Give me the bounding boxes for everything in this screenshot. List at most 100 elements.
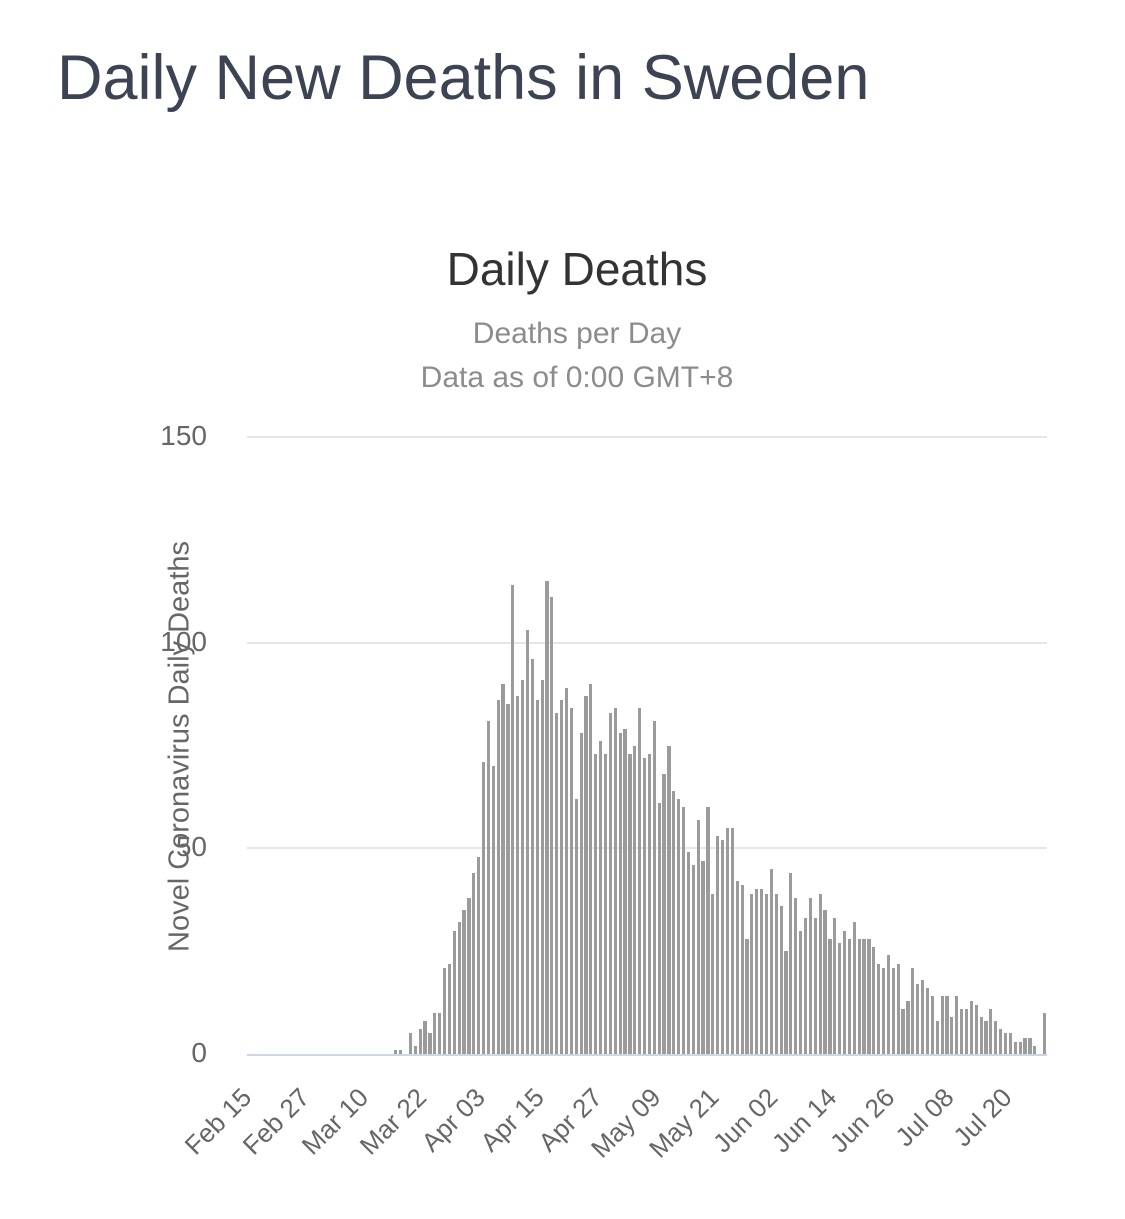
- bar[interactable]: [984, 1021, 988, 1054]
- bar[interactable]: [828, 938, 832, 1054]
- bar[interactable]: [686, 852, 691, 1054]
- bar[interactable]: [608, 712, 612, 1054]
- bar[interactable]: [491, 766, 495, 1054]
- bar[interactable]: [716, 836, 720, 1054]
- bar[interactable]: [418, 1029, 422, 1054]
- bar[interactable]: [457, 922, 461, 1054]
- bar[interactable]: [477, 856, 481, 1054]
- bar[interactable]: [579, 733, 583, 1054]
- bar[interactable]: [481, 761, 486, 1054]
- bar[interactable]: [423, 1021, 427, 1054]
- bar[interactable]: [540, 679, 544, 1054]
- bar[interactable]: [525, 630, 530, 1054]
- bar[interactable]: [969, 1000, 973, 1054]
- bar[interactable]: [1028, 1037, 1032, 1054]
- bar[interactable]: [974, 1004, 978, 1054]
- bar[interactable]: [613, 708, 617, 1054]
- bar[interactable]: [935, 1021, 939, 1054]
- bar[interactable]: [394, 1049, 398, 1054]
- bar[interactable]: [964, 1008, 969, 1054]
- bar[interactable]: [1042, 1012, 1047, 1054]
- bar[interactable]: [833, 918, 837, 1054]
- bar[interactable]: [901, 1008, 905, 1054]
- bar[interactable]: [599, 741, 603, 1054]
- bar[interactable]: [452, 930, 456, 1054]
- bar[interactable]: [784, 951, 788, 1054]
- bar[interactable]: [691, 864, 695, 1054]
- bar[interactable]: [755, 889, 759, 1054]
- bar[interactable]: [881, 967, 886, 1054]
- bar[interactable]: [711, 893, 715, 1054]
- bar[interactable]: [779, 905, 783, 1054]
- bar[interactable]: [652, 720, 656, 1054]
- bar[interactable]: [745, 938, 749, 1054]
- bar[interactable]: [1008, 1033, 1012, 1054]
- bar[interactable]: [916, 984, 920, 1054]
- bar[interactable]: [818, 893, 822, 1054]
- bar[interactable]: [408, 1033, 412, 1054]
- bar[interactable]: [789, 873, 793, 1054]
- bar[interactable]: [657, 803, 661, 1054]
- bar[interactable]: [623, 729, 627, 1054]
- bar[interactable]: [467, 897, 471, 1054]
- bar[interactable]: [891, 967, 895, 1054]
- bar[interactable]: [667, 745, 671, 1054]
- bar[interactable]: [999, 1029, 1003, 1054]
- bar[interactable]: [706, 807, 710, 1054]
- bar[interactable]: [447, 963, 452, 1054]
- bar[interactable]: [906, 1000, 910, 1054]
- bar[interactable]: [769, 868, 773, 1054]
- bar[interactable]: [677, 798, 681, 1054]
- bar[interactable]: [774, 893, 778, 1054]
- bar[interactable]: [940, 996, 944, 1054]
- bar[interactable]: [989, 1008, 993, 1054]
- bar[interactable]: [945, 996, 949, 1054]
- bar[interactable]: [496, 700, 500, 1054]
- bar[interactable]: [813, 918, 817, 1054]
- bar[interactable]: [535, 700, 539, 1054]
- bar[interactable]: [672, 790, 676, 1054]
- bar[interactable]: [1013, 1041, 1017, 1054]
- bar[interactable]: [764, 893, 769, 1054]
- bar[interactable]: [896, 963, 900, 1054]
- bar[interactable]: [921, 979, 925, 1054]
- bar[interactable]: [925, 988, 930, 1054]
- bar[interactable]: [842, 930, 847, 1054]
- bar[interactable]: [603, 753, 608, 1054]
- bar[interactable]: [628, 753, 632, 1054]
- bar[interactable]: [618, 733, 622, 1054]
- bar[interactable]: [438, 1012, 442, 1054]
- bar[interactable]: [638, 708, 642, 1054]
- bar[interactable]: [545, 580, 549, 1054]
- bar[interactable]: [1003, 1033, 1008, 1054]
- bar[interactable]: [886, 955, 891, 1054]
- bar[interactable]: [857, 938, 861, 1054]
- bar[interactable]: [399, 1049, 403, 1054]
- bar[interactable]: [930, 996, 934, 1054]
- bar[interactable]: [530, 659, 534, 1054]
- bar[interactable]: [735, 881, 739, 1054]
- bar[interactable]: [872, 947, 876, 1054]
- bar[interactable]: [696, 819, 700, 1054]
- bar[interactable]: [955, 996, 959, 1054]
- bar[interactable]: [725, 827, 730, 1054]
- bar[interactable]: [760, 889, 764, 1054]
- bar[interactable]: [633, 745, 637, 1054]
- bar[interactable]: [550, 597, 554, 1054]
- bar[interactable]: [847, 938, 852, 1054]
- bar[interactable]: [862, 938, 866, 1054]
- bar[interactable]: [506, 704, 510, 1054]
- bar[interactable]: [960, 1008, 964, 1054]
- bar[interactable]: [681, 807, 686, 1054]
- bar[interactable]: [501, 683, 505, 1054]
- bar[interactable]: [867, 938, 871, 1054]
- bar[interactable]: [486, 720, 491, 1054]
- bar[interactable]: [852, 922, 856, 1054]
- bar[interactable]: [1023, 1037, 1027, 1054]
- bar[interactable]: [750, 893, 754, 1054]
- bar[interactable]: [521, 679, 525, 1054]
- bar[interactable]: [428, 1033, 432, 1054]
- bar[interactable]: [564, 687, 569, 1054]
- bar[interactable]: [794, 897, 798, 1054]
- bar[interactable]: [584, 696, 588, 1054]
